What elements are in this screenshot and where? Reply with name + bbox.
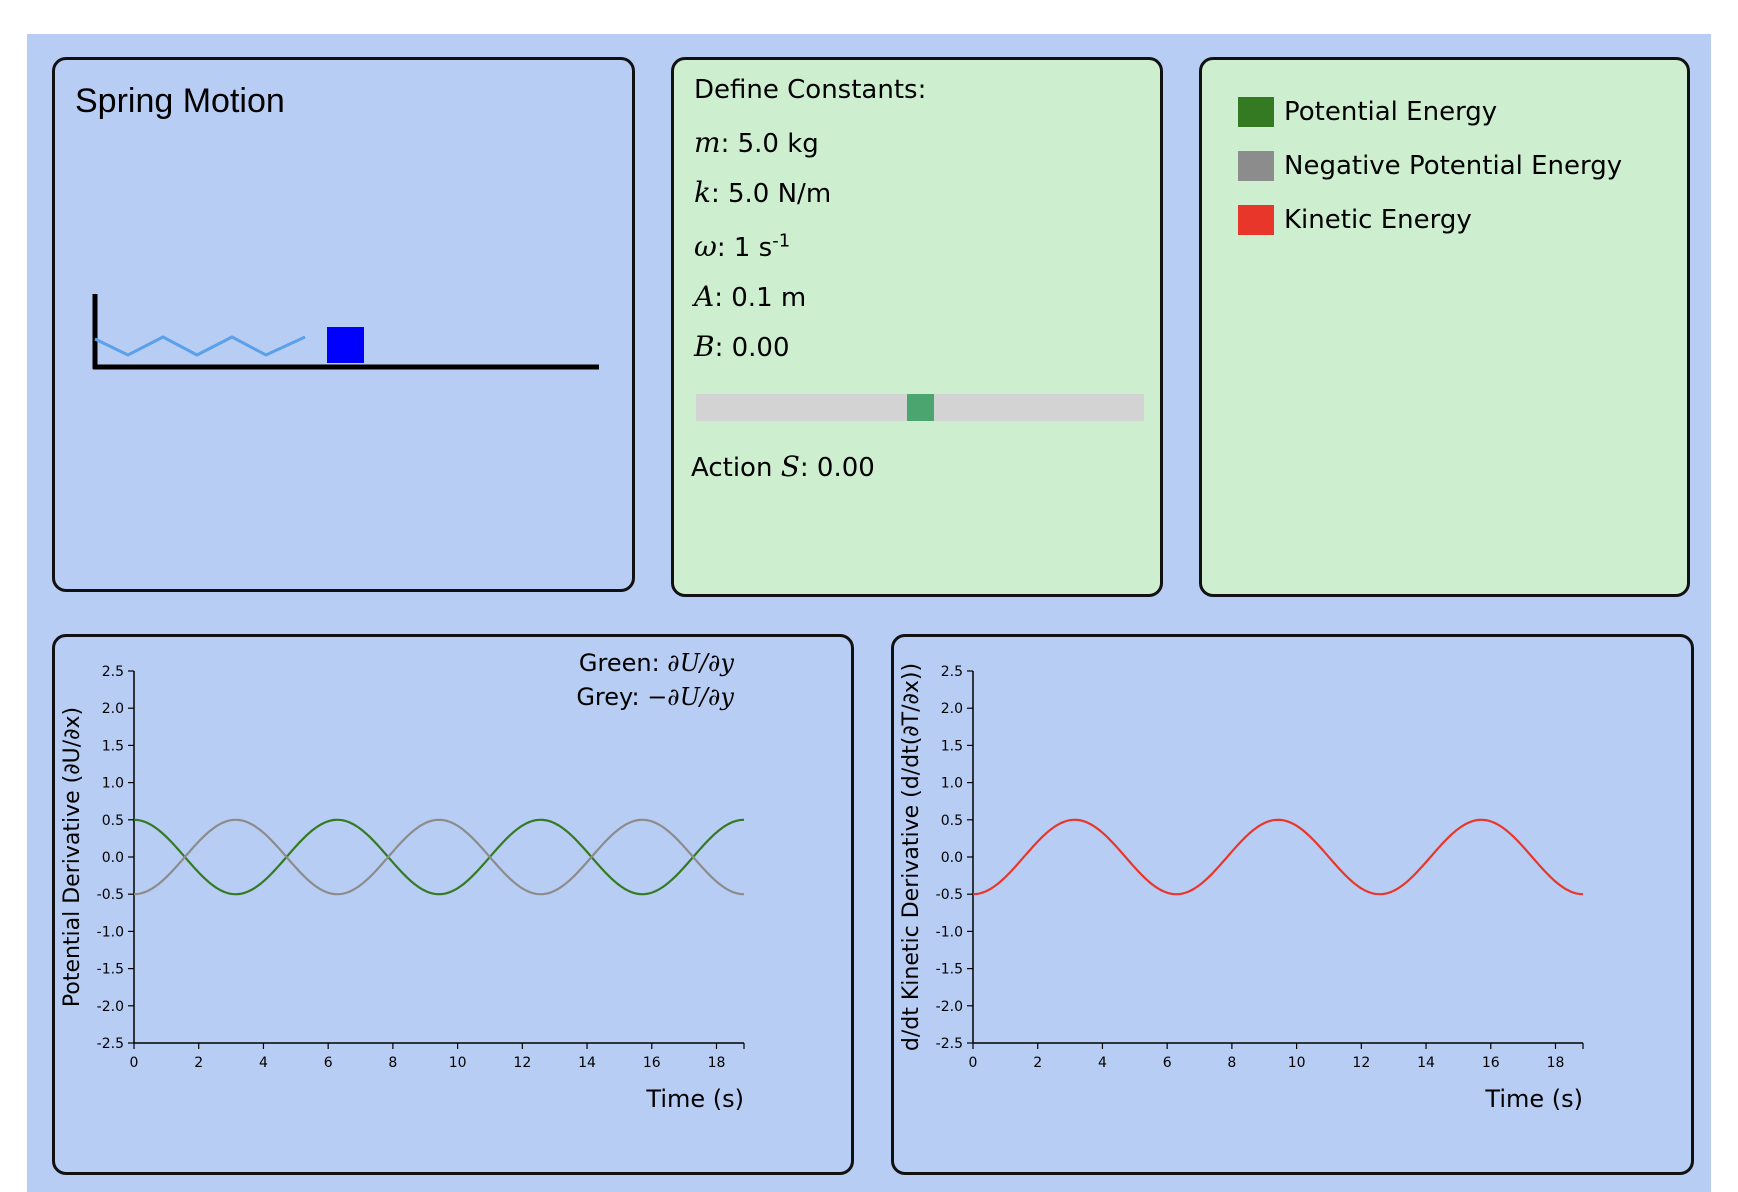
legend-item-kinetic: Kinetic Energy	[1238, 204, 1472, 236]
series-line-0	[133, 818, 745, 896]
series-line-0	[972, 818, 1584, 896]
potential-derivative-chart: 2.5 2.0 1.5 1.0 0.5 0.0 -0.5 -1.0 -1.5 -2.0 -2.5 0 2…	[60, 649, 745, 1113]
B-value: : 0.00	[714, 333, 790, 363]
omega-symbol: ω	[694, 230, 717, 263]
x-axis-label: Time (s)	[645, 1085, 744, 1113]
y-tick-label: 0.5	[941, 813, 963, 829]
legend-label-negative-potential: Negative Potential Energy	[1284, 151, 1623, 181]
x-tick-label: 2	[194, 1055, 203, 1071]
y-tick-label: -1.5	[936, 962, 963, 978]
constant-omega: ω: 1 s-1	[694, 230, 790, 263]
action-symbol: S	[780, 450, 800, 483]
legend-swatch-kinetic	[1238, 205, 1274, 235]
y-tick-label: -1.5	[97, 962, 124, 978]
legend-item-negative-potential: Negative Potential Energy	[1238, 150, 1622, 182]
legend-label-kinetic: Kinetic Energy	[1284, 205, 1472, 235]
spring-motion-title: Spring Motion	[75, 82, 285, 120]
x-tick-label: 10	[449, 1055, 467, 1071]
y-tick-label: 1.5	[102, 738, 124, 754]
kinetic-derivative-chart: 2.5 2.0 1.5 1.0 0.5 0.0 -0.5 -1.0 -1.5 -2.0 -2.5 0 2…	[899, 663, 1584, 1113]
x-tick-label: 18	[1547, 1055, 1565, 1071]
y-tick-label: -2.5	[936, 1036, 963, 1052]
legend-swatch-negative-potential	[1238, 151, 1274, 181]
m-symbol: m	[694, 126, 721, 159]
omega-exponent: -1	[772, 230, 791, 252]
y-tick-label: 1.0	[941, 776, 963, 792]
y-tick-label: 0.0	[941, 850, 963, 866]
action-value: : 0.00	[799, 453, 875, 483]
x-tick-label: 6	[1163, 1055, 1172, 1071]
series-line-1	[133, 818, 745, 896]
y-tick-label: -1.0	[936, 924, 963, 940]
y-tick-label: 2.5	[941, 664, 963, 680]
y-tick-label: 1.0	[102, 776, 124, 792]
constants-heading: Define Constants:	[694, 75, 927, 105]
y-tick-label: 2.0	[102, 701, 124, 717]
y-axis-label: d/dt Kinetic Derivative (d/dt(∂T/∂x))	[899, 663, 924, 1051]
energy-legend-panel: Potential Energy Negative Potential Ener…	[1199, 57, 1690, 597]
k-symbol: k	[694, 176, 711, 209]
b-slider[interactable]	[696, 394, 1144, 421]
y-tick-label: 2.5	[102, 664, 124, 680]
A-value: : 0.1 m	[714, 283, 807, 313]
y-tick-label: -2.5	[97, 1036, 124, 1052]
x-tick-label: 10	[1288, 1055, 1306, 1071]
x-tick-label: 16	[643, 1055, 661, 1071]
x-tick-label: 8	[1227, 1055, 1236, 1071]
x-tick-label: 4	[259, 1055, 268, 1071]
y-axis-label: Potential Derivative (∂U/∂x)	[60, 707, 85, 1007]
x-axis-label: Time (s)	[1484, 1085, 1583, 1113]
legend-swatch-potential	[1238, 97, 1274, 127]
x-tick-label: 18	[708, 1055, 726, 1071]
x-tick-label: 0	[130, 1055, 139, 1071]
spring-coil	[94, 335, 306, 357]
constant-k: k: 5.0 N/m	[694, 176, 831, 209]
x-tick-label: 4	[1098, 1055, 1107, 1071]
y-tick-label: -2.0	[97, 999, 124, 1015]
x-tick-label: 8	[388, 1055, 397, 1071]
y-tick-label: -1.0	[97, 924, 124, 940]
constant-m: m: 5.0 kg	[694, 126, 819, 159]
potential-derivative-plot-panel: 2.5 2.0 1.5 1.0 0.5 0.0 -0.5 -1.0 -1.5 -2.0 -2.5 0 2…	[52, 634, 854, 1175]
constant-A: A: 0.1 m	[694, 280, 806, 313]
x-tick-label: 0	[969, 1055, 978, 1071]
x-tick-label: 14	[1417, 1055, 1435, 1071]
x-tick-label: 2	[1033, 1055, 1042, 1071]
y-tick-label: -2.0	[936, 999, 963, 1015]
y-tick-label: 0.5	[102, 813, 124, 829]
constants-panel: Define Constants: m: 5.0 kg k: 5.0 N/m ω…	[671, 57, 1163, 597]
legend-label-potential: Potential Energy	[1284, 97, 1498, 127]
x-tick-label: 12	[1352, 1055, 1370, 1071]
spring-mass[interactable]	[327, 327, 364, 363]
spring-canvas	[92, 294, 599, 370]
k-value: : 5.0 N/m	[710, 179, 832, 209]
y-tick-label: 1.5	[941, 738, 963, 754]
x-tick-label: 14	[578, 1055, 596, 1071]
A-symbol: A	[694, 280, 715, 313]
y-tick-label: -0.5	[97, 887, 124, 903]
annotation-green: Green: ∂U/∂y	[579, 649, 735, 677]
y-tick-label: 2.0	[941, 701, 963, 717]
constant-B: B: 0.00	[694, 330, 790, 363]
x-tick-label: 6	[324, 1055, 333, 1071]
y-tick-label: -0.5	[936, 887, 963, 903]
action-prefix: Action	[691, 453, 781, 483]
b-slider-thumb[interactable]	[906, 394, 934, 421]
omega-value: : 1 s	[716, 233, 773, 263]
x-tick-label: 12	[513, 1055, 531, 1071]
spring-motion-panel: Spring Motion	[52, 57, 635, 592]
m-value: : 5.0 kg	[720, 129, 819, 159]
kinetic-derivative-plot-panel: 2.5 2.0 1.5 1.0 0.5 0.0 -0.5 -1.0 -1.5 -2.0 -2.5 0 2…	[891, 634, 1694, 1175]
action-readout: Action S: 0.00	[691, 450, 875, 483]
legend-item-potential: Potential Energy	[1238, 96, 1497, 128]
B-symbol: B	[694, 330, 715, 363]
annotation-grey: Grey: −∂U/∂y	[576, 683, 734, 711]
x-tick-label: 16	[1482, 1055, 1500, 1071]
y-tick-label: 0.0	[102, 850, 124, 866]
